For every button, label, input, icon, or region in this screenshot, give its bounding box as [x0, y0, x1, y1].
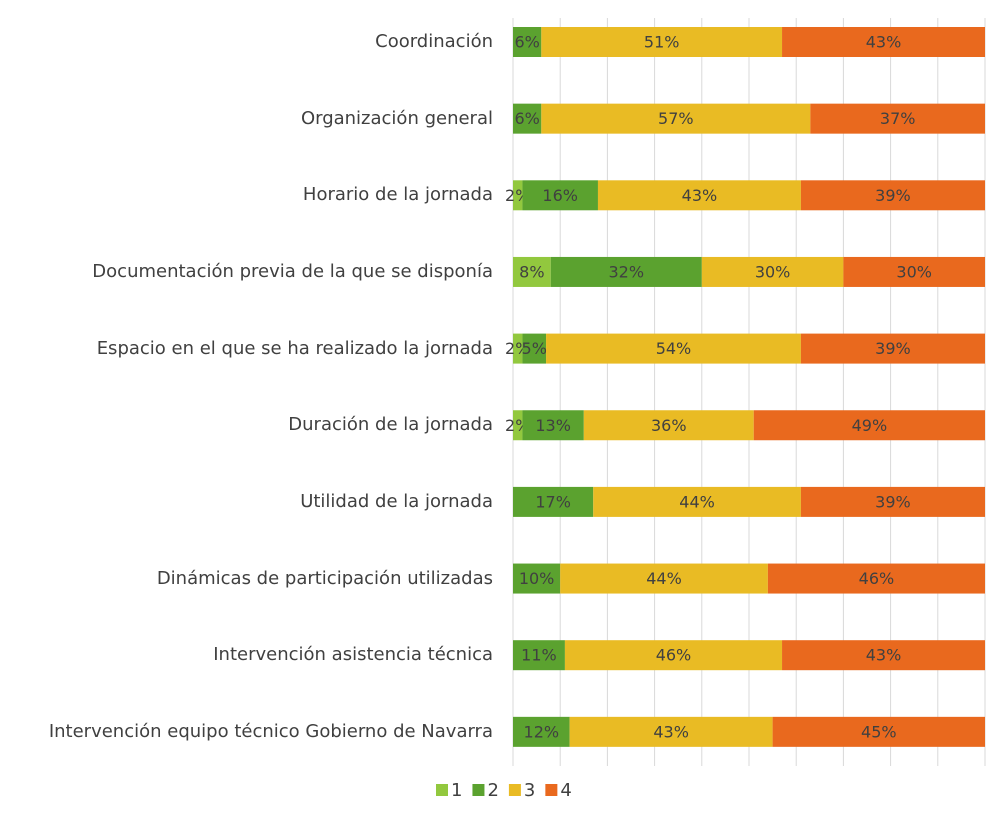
data-label: 16% — [542, 186, 578, 205]
bar-segment — [546, 333, 801, 364]
data-label: 32% — [608, 262, 644, 281]
bar-segment — [513, 103, 542, 134]
data-label: 39% — [875, 186, 911, 205]
data-label: 13% — [535, 416, 571, 435]
data-label: 10% — [519, 569, 555, 588]
category-label: Utilidad de la jornada — [3, 491, 493, 513]
legend-swatch — [545, 784, 558, 796]
category-text: Espacio en el que se ha realizado la jor… — [96, 337, 493, 359]
bar-segment — [593, 486, 801, 517]
category-label: Duración de la jornada — [3, 414, 493, 436]
legend-swatch — [472, 784, 485, 796]
category-text: Utilidad de la jornada — [300, 490, 493, 512]
data-label: 8% — [519, 262, 544, 281]
data-label: 11% — [521, 646, 557, 665]
data-label: 49% — [852, 416, 888, 435]
data-label: 37% — [880, 109, 916, 128]
data-label: 54% — [656, 339, 692, 358]
bar-segment — [513, 716, 570, 747]
category-text: Duración de la jornada — [288, 414, 493, 436]
bar-segment — [810, 103, 985, 134]
category-text: Documentación previa de la que se dispon… — [92, 260, 493, 282]
bar-segment — [753, 410, 985, 441]
data-label: 43% — [653, 722, 689, 741]
data-label: 43% — [866, 646, 902, 665]
data-label: 39% — [875, 339, 911, 358]
data-label: 45% — [861, 722, 897, 741]
data-label: 39% — [875, 492, 911, 511]
category-text: Horario de la jornada — [302, 184, 493, 206]
category-label: Coordinación — [3, 31, 493, 53]
legend-label: 1 — [451, 780, 462, 801]
bar-segment — [513, 486, 594, 517]
category-label: Horario de la jornada — [3, 184, 493, 206]
bar-segment — [513, 27, 542, 57]
data-label: 5% — [522, 339, 547, 358]
data-label: 6% — [514, 33, 539, 52]
data-label: 43% — [682, 186, 718, 205]
bar-segment — [541, 27, 783, 57]
bar-segment — [800, 180, 985, 211]
bar-segment — [701, 256, 844, 287]
category-text: Organización general — [300, 107, 493, 129]
legend-label: 4 — [560, 780, 571, 801]
bar-segment — [522, 180, 598, 211]
bar-segment — [513, 256, 551, 287]
data-label: 36% — [651, 416, 687, 435]
bar-segment — [560, 563, 768, 594]
data-label: 57% — [658, 109, 694, 128]
bar-segment — [513, 180, 523, 211]
bar-segment — [513, 410, 523, 441]
bar-segment — [767, 563, 985, 594]
data-label: 46% — [656, 646, 692, 665]
data-label: 43% — [866, 33, 902, 52]
bar-segment — [782, 27, 985, 57]
bar-segment — [522, 410, 584, 441]
data-label: 17% — [535, 492, 571, 511]
bar-segment — [564, 640, 783, 671]
bar-segment — [550, 256, 702, 287]
data-label: 6% — [514, 109, 539, 128]
legend-swatch — [508, 784, 521, 796]
category-text: Intervención equipo técnico Gobierno de … — [48, 720, 493, 742]
bar-segment — [782, 640, 985, 671]
category-text: Dinámicas de participación utilizadas — [156, 567, 493, 589]
category-text: Intervención asistencia técnica — [213, 644, 493, 666]
bar-segment — [597, 180, 801, 211]
category-label: Espacio en el que se ha realizado la jor… — [3, 338, 493, 360]
bar-segment — [522, 333, 547, 364]
category-label: Intervención equipo técnico Gobierno de … — [3, 721, 493, 743]
data-label: 30% — [755, 262, 791, 281]
bar-segment — [800, 333, 985, 364]
data-label: 44% — [646, 569, 682, 588]
bar-segment — [843, 256, 985, 287]
category-text: Coordinación — [375, 31, 493, 52]
category-label: Intervención asistencia técnica — [3, 644, 493, 666]
bar-segment — [800, 486, 985, 517]
category-label: Organización general — [3, 108, 493, 130]
legend-label: 3 — [524, 780, 535, 801]
category-label: Dinámicas de participación utilizadas — [3, 568, 493, 590]
bar-segment — [513, 563, 561, 594]
bar-segment — [569, 716, 773, 747]
legend-swatch — [436, 784, 448, 796]
data-label: 30% — [896, 262, 932, 281]
data-label: 44% — [679, 492, 715, 511]
bar-segment — [772, 716, 985, 747]
data-label: 12% — [524, 722, 560, 741]
bar-segment — [513, 333, 523, 364]
bar-segment — [541, 103, 811, 134]
data-label: 46% — [859, 569, 895, 588]
bar-segment — [583, 410, 754, 441]
legend-label: 2 — [487, 780, 498, 801]
data-label: 51% — [644, 33, 680, 52]
category-label: Documentación previa de la que se dispon… — [3, 261, 493, 283]
bar-segment — [513, 640, 565, 671]
